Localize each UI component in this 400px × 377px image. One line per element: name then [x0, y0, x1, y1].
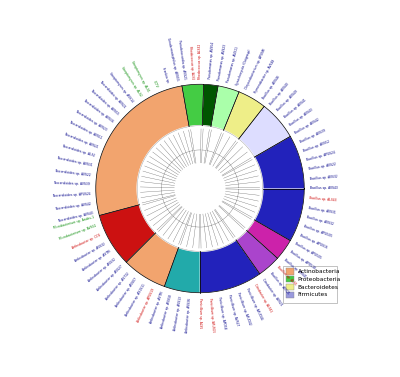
Bar — [286, 276, 294, 282]
Text: Pseudomonas sp. AVS23: Pseudomonas sp. AVS23 — [217, 43, 228, 81]
Text: Rhodococcus sp. ALS2: Rhodococcus sp. ALS2 — [188, 45, 194, 79]
Text: Streptomyces sp. AVS14: Streptomyces sp. AVS14 — [108, 72, 134, 103]
Text: Bacillus sp. AVS22: Bacillus sp. AVS22 — [308, 162, 336, 172]
Text: Bacteroidetes: Bacteroidetes — [298, 285, 339, 290]
Text: Hymenobacter sp. AVS48: Hymenobacter sp. AVS48 — [253, 59, 276, 94]
Text: Penicillium sp. APUS15: Penicillium sp. APUS15 — [208, 298, 214, 333]
Text: Nocardioides sp. APUS24: Nocardioides sp. APUS24 — [52, 192, 90, 198]
Polygon shape — [254, 188, 304, 241]
Text: Arthrobacter sp. ASTM: Arthrobacter sp. ASTM — [81, 250, 111, 273]
Text: Bacillus sp. APU505: Bacillus sp. APU505 — [294, 242, 322, 260]
Text: Citrobacter sp. ALS41: Citrobacter sp. ALS41 — [253, 283, 273, 313]
Text: Bacillus sp. AVS32: Bacillus sp. AVS32 — [306, 215, 334, 226]
Text: Proteobacteria: Proteobacteria — [298, 277, 341, 282]
Text: Penicillium sp. APO58: Penicillium sp. APO58 — [217, 296, 227, 329]
Text: Bacillus sp. AVS21: Bacillus sp. AVS21 — [269, 271, 290, 295]
Text: Bacillus sp. APO518: Bacillus sp. APO518 — [289, 250, 316, 270]
Text: Penicillium sp. ALS5: Penicillium sp. ALS5 — [198, 299, 202, 329]
Polygon shape — [236, 231, 278, 274]
Text: Bacillus sp. AVS41: Bacillus sp. AVS41 — [283, 257, 307, 279]
Text: Bacillus sp. AVS43: Bacillus sp. AVS43 — [289, 108, 314, 127]
Text: Streptomyces sp. ALS1: Streptomyces sp. ALS1 — [130, 60, 150, 92]
Text: Arthrobacter sp. AS1S11: Arthrobacter sp. AS1S11 — [125, 283, 147, 317]
Text: Bacillus sp. AVS31: Bacillus sp. AVS31 — [308, 205, 336, 215]
Text: Bacillus sp. AVS39: Bacillus sp. AVS39 — [299, 129, 326, 144]
Text: Firmicutes: Firmicutes — [298, 293, 328, 297]
Text: Arthrobacter sp. ASTM: Arthrobacter sp. ASTM — [149, 291, 164, 324]
Text: CCTV: CCTV — [152, 80, 159, 88]
Text: Bacillus sp. ALS5: Bacillus sp. ALS5 — [276, 265, 297, 286]
Polygon shape — [164, 248, 200, 293]
Text: Actinobacteria: Actinobacteria — [298, 269, 340, 274]
Text: Nocardioides sp. AVS22: Nocardioides sp. AVS22 — [55, 169, 91, 177]
Polygon shape — [202, 84, 218, 127]
Text: Nocardioides sp. AVS21: Nocardioides sp. AVS21 — [64, 132, 99, 149]
Text: Microbacterium sp. AVS32: Microbacterium sp. AVS32 — [59, 224, 97, 241]
Text: Arthrobacter sp. AVS36: Arthrobacter sp. AVS36 — [185, 298, 192, 333]
Text: Bacillus sp. AVS46: Bacillus sp. AVS46 — [262, 74, 281, 100]
Polygon shape — [174, 163, 226, 214]
Text: Arthrobacter sp. AS732: Arthrobacter sp. AS732 — [105, 271, 131, 301]
Text: Arthrobacter sp. AVS32: Arthrobacter sp. AVS32 — [88, 257, 117, 283]
Text: Arthrobacter sp. APUS19: Arthrobacter sp. APUS19 — [136, 287, 155, 323]
Text: Streptomyces sp. ALS2: Streptomyces sp. ALS2 — [120, 66, 142, 97]
Polygon shape — [239, 106, 290, 157]
Polygon shape — [99, 205, 156, 262]
Text: Bacillus sp. AVS49: Bacillus sp. AVS49 — [276, 90, 299, 112]
Text: Pseudomonas sp. AVS11: Pseudomonas sp. AVS11 — [226, 46, 240, 83]
Bar — [286, 284, 294, 290]
Text: Nocardioides sp. AVS43: Nocardioides sp. AVS43 — [58, 211, 93, 223]
Text: Arthrobacter sp. AVS32: Arthrobacter sp. AVS32 — [74, 242, 106, 263]
Text: Bacillus sp. APUS24: Bacillus sp. APUS24 — [306, 150, 336, 162]
Text: Nocardioides sp. AVS31: Nocardioides sp. AVS31 — [57, 156, 93, 168]
Text: Arthrobacter sp. AVS27: Arthrobacter sp. AVS27 — [96, 265, 124, 292]
Text: Penicillium sp. APUO42: Penicillium sp. APUO42 — [236, 291, 251, 325]
Polygon shape — [182, 84, 204, 127]
Text: Nocardioides sp. AVS34: Nocardioides sp. AVS34 — [82, 99, 113, 124]
Bar — [283, 266, 337, 303]
Polygon shape — [254, 136, 304, 188]
Polygon shape — [200, 240, 260, 293]
Text: Nocardioides sp. AVS42: Nocardioides sp. AVS42 — [56, 202, 91, 211]
Polygon shape — [211, 86, 239, 130]
Text: Citrobacter sp. AVS21: Citrobacter sp. AVS21 — [262, 277, 284, 307]
Polygon shape — [247, 220, 290, 258]
Text: Pseudonocardia sp. AVS21: Pseudonocardia sp. AVS21 — [177, 40, 187, 80]
Text: Bacillus sp. AVS43: Bacillus sp. AVS43 — [310, 187, 338, 190]
Bar — [286, 268, 294, 274]
Text: Bacillus sp. AVS32: Bacillus sp. AVS32 — [309, 175, 337, 181]
Text: Nocardioides sp. AVS55: Nocardioides sp. AVS55 — [90, 89, 120, 116]
Text: Penicillium sp. APUO44: Penicillium sp. APUO44 — [245, 287, 263, 320]
Text: Frankia sp.: Frankia sp. — [161, 67, 170, 84]
Text: Nocardioides sp. AVS39: Nocardioides sp. AVS39 — [54, 181, 90, 187]
Text: Nocardioides sp. ALS2: Nocardioides sp. ALS2 — [62, 145, 96, 158]
Text: Arthrobacter sp. AVS58: Arthrobacter sp. AVS58 — [160, 294, 174, 329]
Text: Arthrobacter sp. CO2: Arthrobacter sp. CO2 — [71, 233, 101, 250]
Text: Nocardioides sp. AVS11: Nocardioides sp. AVS11 — [69, 121, 103, 140]
Text: Bacillus sp. AVS52: Bacillus sp. AVS52 — [303, 139, 330, 153]
Text: Arthrobacter sp. AVS07: Arthrobacter sp. AVS07 — [115, 277, 138, 308]
Text: Bacillus sp. APUS16: Bacillus sp. APUS16 — [299, 233, 328, 250]
Text: Penicillium sp. AVS27: Penicillium sp. AVS27 — [226, 294, 239, 326]
Polygon shape — [224, 92, 264, 139]
Text: Nocardioides sp. AVS23: Nocardioides sp. AVS23 — [76, 110, 108, 132]
Text: Bacillus sp. AVS40: Bacillus sp. AVS40 — [269, 82, 290, 106]
Text: Bacillus sp. AVS41: Bacillus sp. AVS41 — [283, 98, 307, 120]
Text: Bacillus sp. APU505: Bacillus sp. APU505 — [303, 224, 332, 238]
Text: Microbacterium sp. Andes-1: Microbacterium sp. Andes-1 — [53, 215, 94, 230]
Text: Bacillus sp. ALS43: Bacillus sp. ALS43 — [309, 196, 337, 202]
Text: Arthrobacter sp. AVS13: Arthrobacter sp. AVS13 — [173, 296, 183, 331]
Text: Rhodococcus sp. ALS32: Rhodococcus sp. ALS32 — [198, 43, 202, 78]
Text: Nocardioides sp. AVS21: Nocardioides sp. AVS21 — [99, 81, 126, 109]
Polygon shape — [126, 233, 178, 287]
Text: Geodermatophilus sp. AVS55: Geodermatophilus sp. AVS55 — [166, 37, 179, 81]
Bar — [286, 292, 294, 298]
Text: Bacillus sp. AVS42: Bacillus sp. AVS42 — [294, 118, 320, 135]
Polygon shape — [137, 126, 263, 251]
Text: Synechocystis (Outgroup): Synechocystis (Outgroup) — [236, 48, 253, 86]
Text: Pseudomonas sp. AVS54: Pseudomonas sp. AVS54 — [208, 42, 215, 79]
Polygon shape — [96, 86, 189, 216]
Text: Chryseobacterium sp. APUSM: Chryseobacterium sp. APUSM — [245, 48, 267, 90]
